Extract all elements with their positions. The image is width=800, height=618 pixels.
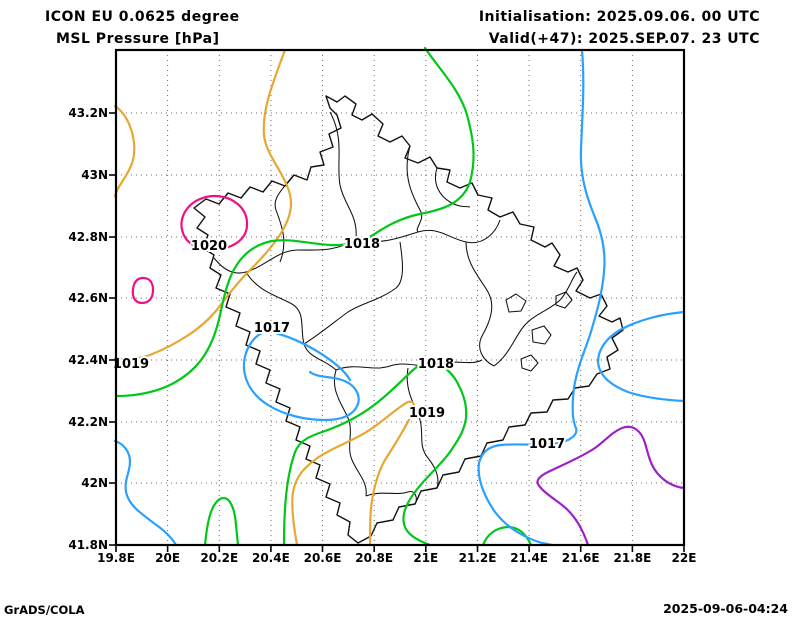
generation-timestamp: 2025-09-06-04:24	[663, 601, 788, 616]
contour-1017-east	[477, 48, 606, 547]
municipality-borders	[213, 111, 578, 505]
x-axis-label: 20.4E	[252, 551, 290, 565]
init-time-label: Initialisation: 2025.09.06. 00 UTC	[479, 9, 760, 25]
x-axis-label: 21.2E	[459, 551, 497, 565]
y-axis-label: 43N	[81, 168, 108, 182]
x-axis-label: 21E	[413, 551, 438, 565]
x-axis-label: 20.8E	[355, 551, 393, 565]
contour-1018-south-arch-left	[203, 497, 240, 547]
contour-label-1017-a: 1017	[254, 321, 290, 336]
contour-1019-left-edge-arc	[113, 104, 136, 198]
x-axis-label: 20.2E	[200, 551, 238, 565]
y-axis-label: 42.6N	[68, 291, 108, 305]
x-axis-label: 19.8E	[97, 551, 135, 565]
contour-label-1017-b: 1017	[529, 437, 565, 452]
x-axis-label: 22E	[672, 551, 697, 565]
contour-lines-1018	[114, 46, 533, 547]
contour-1019-south-hairpin	[291, 400, 416, 547]
contour-lines-purple	[536, 425, 686, 547]
x-axis-labels: 19.8E 20E 20.2E 20.4E 20.6E 20.8E 21E 21…	[97, 551, 696, 565]
contour-lines-1017	[113, 48, 686, 547]
kosovo-outer-border	[193, 95, 624, 544]
contour-purple-southeast	[536, 425, 686, 547]
axis-tick-marks	[109, 112, 685, 552]
x-axis-label: 21.8E	[613, 551, 651, 565]
contour-1017-trough-upper	[260, 328, 352, 382]
x-axis-label: 21.6E	[562, 551, 600, 565]
y-axis-label: 41.8N	[68, 538, 108, 552]
contour-label-1020: 1020	[191, 239, 227, 254]
x-axis-label: 20.6E	[304, 551, 342, 565]
y-axis-label: 42.4N	[68, 353, 108, 367]
contour-1017-southwest	[113, 439, 178, 547]
y-axis-label: 42.8N	[68, 230, 108, 244]
contour-1018-central	[282, 360, 468, 547]
y-axis-label: 42.2N	[68, 415, 108, 429]
contour-labels: 1020 1018 1018 1017 1017 1019 1019	[111, 235, 567, 454]
isobar-contours	[113, 46, 686, 547]
contour-label-1018-b: 1018	[418, 357, 454, 372]
contour-1020-small-cell	[131, 276, 155, 305]
y-axis-label: 43.2N	[68, 106, 108, 120]
contour-1018-north	[114, 46, 475, 398]
contour-lines-1019	[113, 48, 416, 547]
y-axis-labels: 43.2N 43N 42.8N 42.6N 42.4N 42.2N 42N 41…	[68, 106, 108, 552]
field-title: MSL Pressure [hPa]	[56, 31, 219, 47]
contour-1017-right-edge-arc	[596, 310, 686, 403]
contour-1017-trough-loop	[242, 331, 360, 422]
contour-label-1018-a: 1018	[344, 237, 380, 252]
contour-lines-1020	[131, 194, 249, 305]
contour-label-1019-a: 1019	[113, 357, 149, 372]
y-axis-label: 42N	[81, 476, 108, 490]
x-axis-label: 21.4E	[510, 551, 548, 565]
contour-label-1019-b: 1019	[409, 406, 445, 421]
graticule-grid-lines	[116, 50, 684, 545]
kosovo-borders	[193, 95, 624, 544]
contour-1020-cell	[180, 194, 249, 251]
x-axis-label: 20E	[155, 551, 180, 565]
valid-time-label: Valid(+47): 2025.SEP.07. 23 UTC	[489, 31, 760, 47]
model-title: ICON EU 0.0625 degree	[45, 9, 240, 25]
contour-1019-main	[114, 48, 293, 361]
grads-credit: GrADS/COLA	[4, 603, 85, 617]
